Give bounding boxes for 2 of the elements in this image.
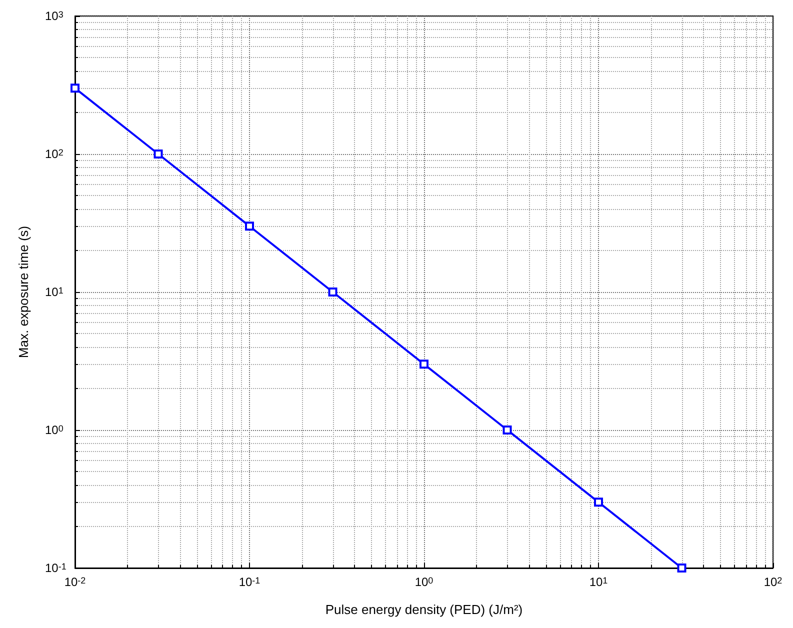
x-axis-title: Pulse energy density (PED) (J/m²) [325,602,523,617]
y-axis-title: Max. exposure time (s) [16,226,31,358]
